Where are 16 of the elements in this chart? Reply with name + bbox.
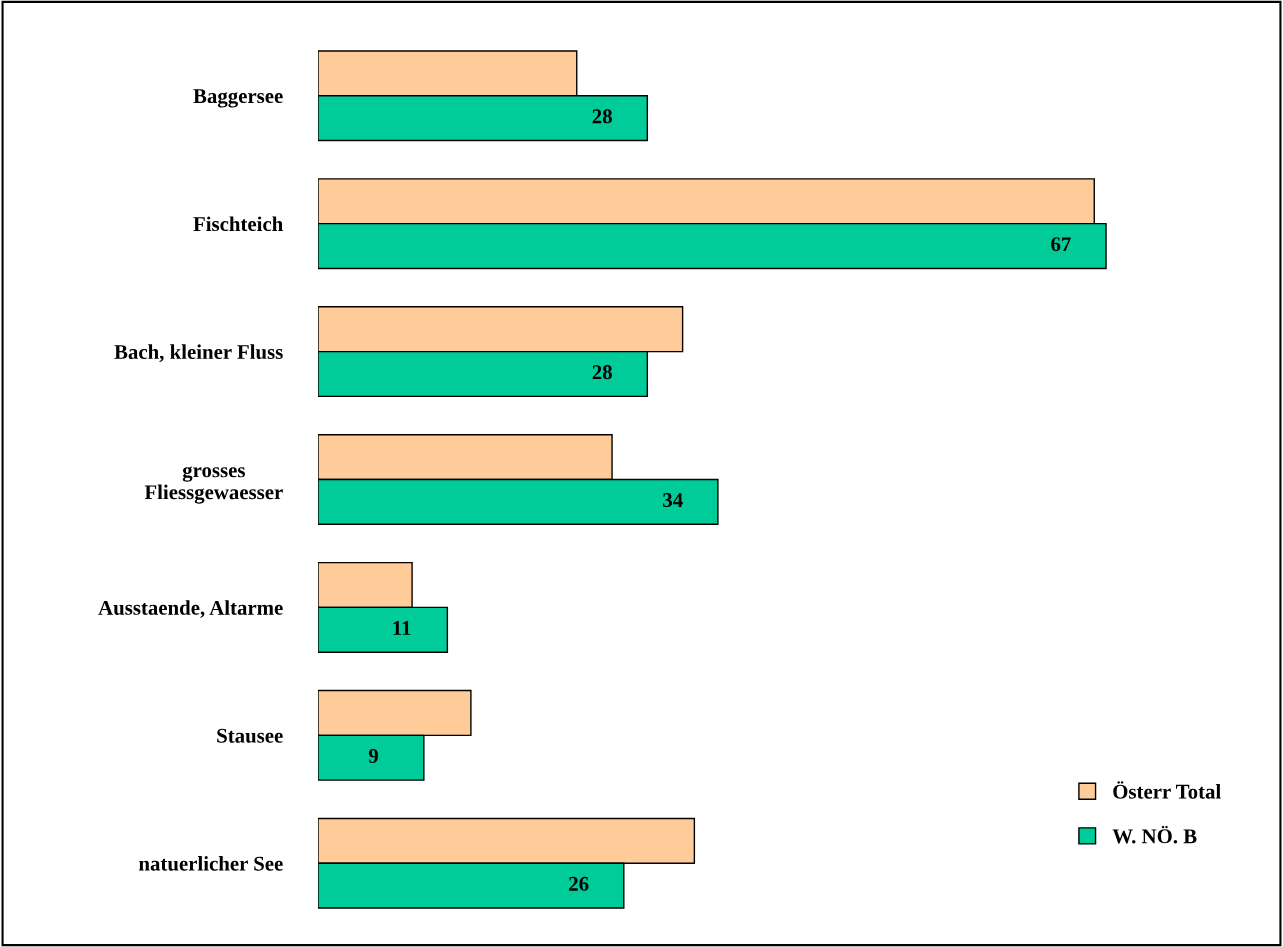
y-tick-label: Ausstaende, Altarme [98, 600, 283, 618]
data-label: 28 [592, 365, 612, 380]
y-tick-label: Fischteich [193, 216, 283, 232]
y-tick-label: Stausee [217, 728, 283, 743]
data-label: 9 [368, 748, 378, 763]
y-tick-label: grosses Fliessgewaesser [144, 466, 283, 504]
data-label: 67 [1051, 237, 1071, 252]
y-tick-label: Bach, kleiner Fluss [114, 344, 283, 363]
y-tick-label: Baggersee [193, 89, 283, 108]
legend-label: W. NÖ. B [1112, 825, 1197, 844]
data-label: 34 [663, 493, 683, 508]
y-tick-label: natuerlicher See [138, 856, 283, 871]
legend-label: Österr Total [1113, 781, 1221, 799]
data-label: 11 [393, 621, 411, 635]
data-label: 26 [569, 876, 589, 891]
data-label: 28 [592, 109, 612, 124]
